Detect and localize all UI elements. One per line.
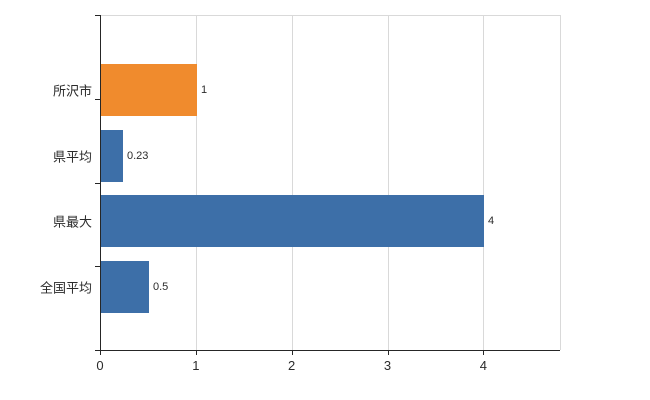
x-axis-tick bbox=[483, 350, 485, 355]
y-axis-tick bbox=[95, 266, 100, 268]
y-axis-tick bbox=[95, 98, 100, 100]
category-label: 県平均 bbox=[52, 149, 92, 164]
x-tick-label: 4 bbox=[479, 358, 487, 373]
value-label: 1 bbox=[201, 84, 208, 96]
x-axis-tick bbox=[291, 350, 293, 355]
category-label: 県最大 bbox=[52, 214, 92, 230]
value-label: 0.5 bbox=[153, 280, 169, 293]
plot-border-right bbox=[560, 15, 561, 350]
x-axis-tick bbox=[100, 350, 101, 355]
x-tick-label: 0 bbox=[96, 358, 104, 373]
x-axis-tick bbox=[387, 350, 389, 355]
gridline bbox=[291, 15, 293, 350]
bar bbox=[101, 260, 149, 313]
gridline bbox=[387, 15, 389, 350]
y-axis-line bbox=[100, 15, 101, 350]
y-axis-tick bbox=[95, 350, 100, 351]
x-tick-label: 3 bbox=[383, 358, 392, 373]
bar bbox=[101, 64, 197, 116]
category-label: 全国平均 bbox=[39, 280, 92, 295]
x-axis-line bbox=[100, 350, 560, 351]
plot-border-top bbox=[100, 15, 560, 16]
x-axis-tick bbox=[195, 350, 197, 355]
bar bbox=[101, 129, 123, 182]
value-label: 4 bbox=[488, 215, 495, 227]
y-axis-tick bbox=[95, 15, 100, 16]
y-axis-tick bbox=[95, 182, 100, 184]
category-label: 所沢市 bbox=[52, 83, 92, 99]
value-label: 0.23 bbox=[127, 149, 149, 162]
x-tick-label: 1 bbox=[192, 358, 200, 373]
gridline bbox=[195, 15, 197, 350]
gridline bbox=[483, 15, 485, 350]
x-tick-label: 2 bbox=[288, 358, 296, 373]
bar bbox=[101, 195, 484, 247]
